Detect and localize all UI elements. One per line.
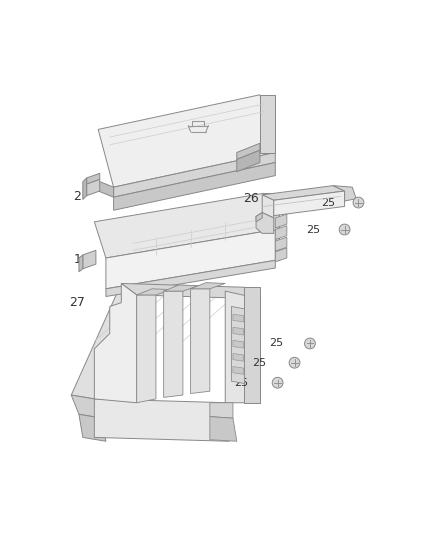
Text: 25: 25 [269,338,283,349]
Circle shape [304,338,315,349]
Polygon shape [264,193,279,260]
Polygon shape [98,181,113,197]
Polygon shape [137,289,171,295]
Polygon shape [244,287,260,403]
Polygon shape [106,230,276,289]
Polygon shape [71,395,102,418]
Text: 25: 25 [321,198,336,207]
Polygon shape [256,213,274,233]
Polygon shape [94,284,137,403]
Polygon shape [260,95,276,152]
Polygon shape [94,193,276,258]
Polygon shape [94,399,229,441]
Polygon shape [191,289,210,393]
Polygon shape [106,260,276,296]
Polygon shape [233,341,244,348]
Polygon shape [71,284,145,399]
Text: 25: 25 [234,378,248,387]
Polygon shape [87,173,100,184]
Polygon shape [79,255,83,272]
Polygon shape [233,327,244,335]
Polygon shape [83,178,87,199]
Circle shape [339,224,350,235]
Text: 27: 27 [70,296,85,309]
Polygon shape [262,195,274,218]
Polygon shape [233,314,244,322]
Text: 25: 25 [306,224,320,235]
Polygon shape [87,180,100,196]
Polygon shape [233,367,244,374]
Polygon shape [225,291,260,403]
Text: 26: 26 [243,192,258,205]
Polygon shape [233,353,244,361]
Polygon shape [262,185,345,200]
Polygon shape [98,95,276,187]
Polygon shape [274,191,345,216]
Polygon shape [113,163,276,210]
Polygon shape [276,225,287,239]
Polygon shape [276,248,287,262]
Polygon shape [256,213,262,222]
Polygon shape [210,417,237,441]
Polygon shape [231,306,244,384]
Polygon shape [164,285,198,291]
Polygon shape [164,291,183,398]
Polygon shape [333,185,356,201]
Circle shape [272,377,283,388]
Polygon shape [276,214,287,228]
Polygon shape [113,152,276,197]
Polygon shape [83,251,96,269]
Circle shape [289,357,300,368]
Polygon shape [191,282,225,289]
Text: 25: 25 [252,358,266,368]
Circle shape [353,197,364,208]
Polygon shape [237,143,260,159]
Polygon shape [210,403,233,418]
Polygon shape [237,150,260,172]
Polygon shape [276,237,287,251]
Text: 1: 1 [74,253,81,266]
Polygon shape [79,414,106,441]
Text: 2: 2 [74,190,81,203]
Polygon shape [121,284,260,299]
Polygon shape [137,295,156,403]
